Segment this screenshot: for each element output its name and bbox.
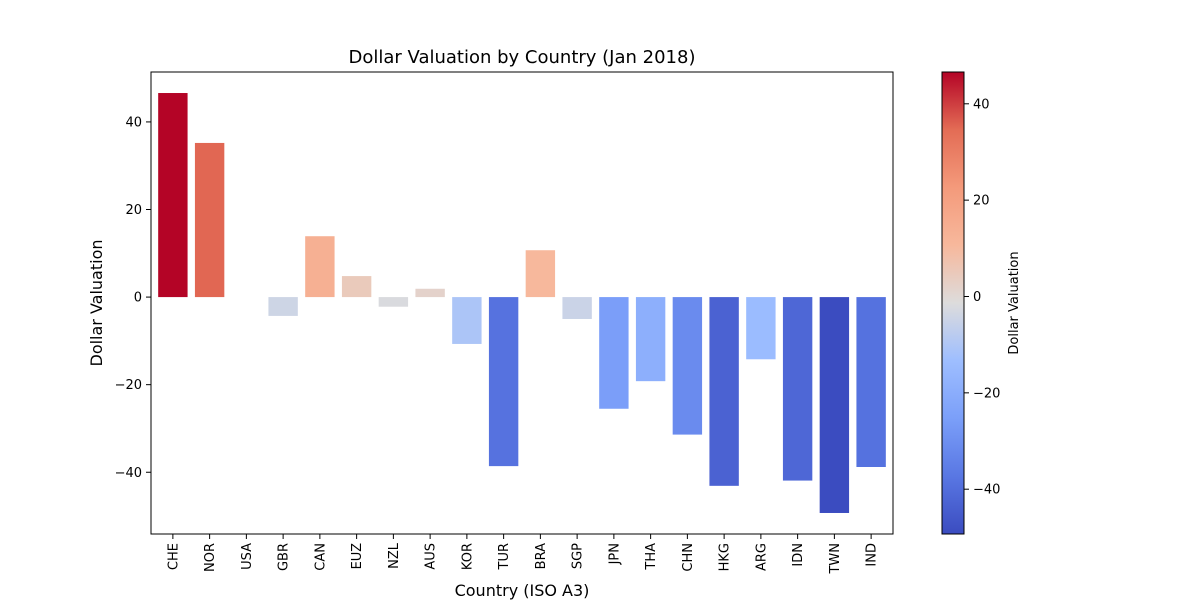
bar-twn (819, 297, 850, 513)
y-tick-label: 20 (125, 203, 142, 218)
x-tick-label: NZL (387, 542, 402, 569)
bar-ind (856, 297, 886, 467)
bar-che (158, 93, 188, 298)
x-tick-label: KOR (460, 543, 475, 570)
y-tick-label: 0 (134, 291, 142, 306)
bar-arg (746, 297, 776, 360)
y-tick-label: 40 (125, 115, 142, 130)
bar-jpn (599, 297, 629, 409)
colorbar-tick-label: 0 (973, 290, 981, 305)
x-tick-label: USA (240, 543, 255, 570)
x-tick-label: ARG (754, 543, 769, 571)
bar-aus (415, 288, 445, 298)
bar-nzl (378, 297, 409, 307)
x-tick-label: TWN (828, 543, 843, 575)
colorbar-tick-label: −20 (973, 386, 1000, 401)
colorbar-ticks: −40 −20 0 20 40 (964, 97, 1000, 498)
x-tick-label: IND (865, 543, 880, 567)
x-tick-label: AUS (424, 543, 439, 570)
x-tick-label: NOR (203, 543, 218, 572)
x-tick-label: IDN (791, 543, 806, 567)
bar-tha (635, 297, 666, 382)
x-tick-label: CHE (166, 543, 181, 570)
x-tick-label: HKG (718, 543, 733, 571)
colorbar-tick-label: 20 (973, 194, 990, 209)
bar-hkg (709, 297, 739, 486)
bar-tur (488, 297, 519, 467)
x-tick-label: THA (644, 543, 659, 571)
bars-layer (158, 93, 886, 513)
bar-can (305, 236, 335, 298)
bar-sgp (562, 297, 592, 319)
x-tick-label: JPN (607, 543, 622, 565)
bar-chn (672, 297, 703, 435)
y-axis-label: Dollar Valuation (87, 239, 106, 366)
x-tick-label: BRA (534, 543, 549, 569)
x-tick-label: GBR (277, 543, 292, 571)
x-tick-label: SGP (571, 543, 586, 569)
plot-area-frame (150, 71, 894, 535)
x-tick-label: TUR (497, 543, 512, 571)
bar-bra (525, 250, 556, 298)
y-axis-ticks: −40 −20 0 20 40 (115, 115, 151, 481)
y-tick-label: −20 (115, 378, 142, 393)
x-axis-ticks: CHE NOR USA GBR CAN EUZ NZL AUS KOR TUR BRA SGP JPN T… (166, 534, 880, 575)
bar-gbr (268, 297, 298, 316)
bar-euz (341, 276, 372, 298)
x-tick-label: CHN (681, 543, 696, 572)
colorbar (941, 71, 965, 535)
chart-title: Dollar Valuation by Country (Jan 2018) (349, 47, 696, 68)
x-axis-label: Country (ISO A3) (455, 581, 590, 600)
x-tick-label: CAN (313, 543, 328, 571)
bar-nor (194, 142, 225, 298)
colorbar-label: Dollar Valuation (1007, 251, 1022, 354)
colorbar-tick-label: 40 (973, 97, 990, 112)
bar-kor (452, 297, 482, 344)
x-tick-label: EUZ (350, 543, 365, 570)
y-tick-label: −40 (115, 466, 142, 481)
bar-idn (782, 297, 813, 481)
colorbar-tick-label: −40 (973, 483, 1000, 498)
